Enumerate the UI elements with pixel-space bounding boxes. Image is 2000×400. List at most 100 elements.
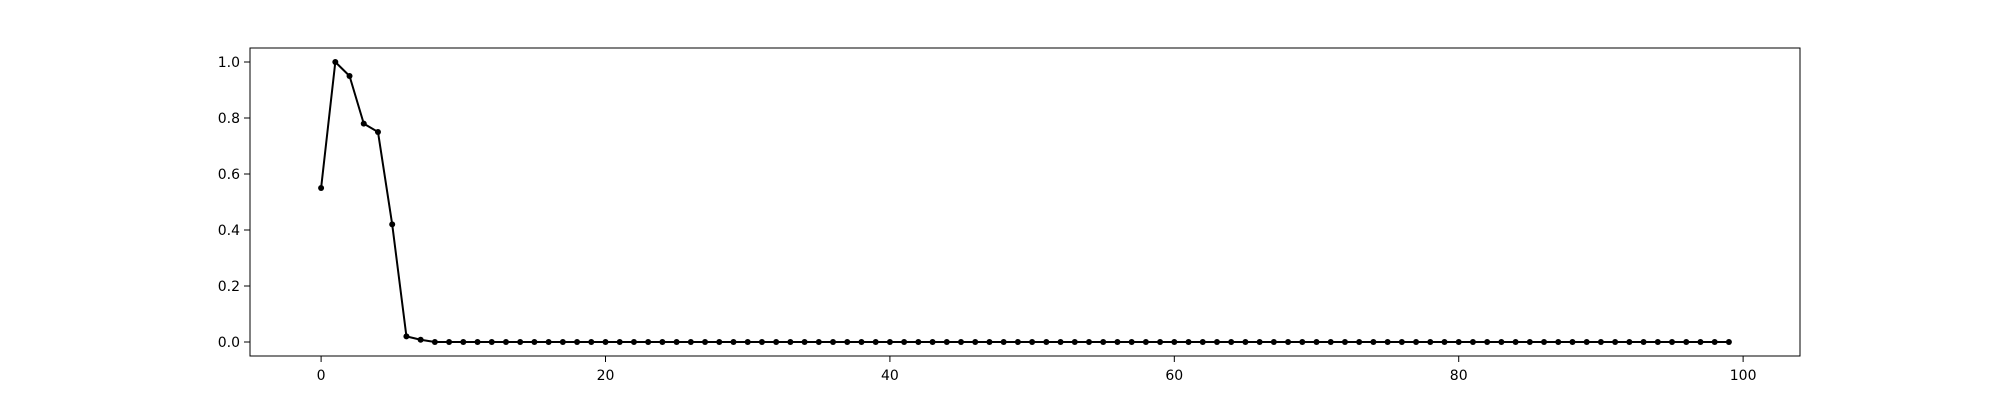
data-point xyxy=(1512,339,1519,345)
data-point xyxy=(972,339,979,345)
data-point xyxy=(1526,339,1533,345)
data-point xyxy=(446,339,453,345)
x-tick-label: 20 xyxy=(597,368,615,384)
data-point xyxy=(1683,339,1690,345)
data-point xyxy=(1654,339,1661,345)
data-point xyxy=(702,339,709,345)
data-point xyxy=(758,339,765,345)
data-point xyxy=(1498,339,1505,345)
data-point xyxy=(1370,339,1377,345)
data-point xyxy=(1213,339,1220,345)
data-point xyxy=(559,339,566,345)
data-point xyxy=(1228,339,1235,345)
data-point xyxy=(1725,339,1732,345)
data-point xyxy=(588,339,595,345)
data-point xyxy=(830,339,837,345)
data-point xyxy=(531,339,538,345)
data-point xyxy=(1043,339,1050,345)
data-point xyxy=(1327,339,1334,345)
data-point xyxy=(318,185,325,191)
data-point xyxy=(574,339,581,345)
data-point xyxy=(659,339,666,345)
data-point xyxy=(1014,339,1021,345)
data-point xyxy=(801,339,808,345)
data-point xyxy=(1071,339,1078,345)
data-point xyxy=(1171,339,1178,345)
data-point xyxy=(1299,339,1306,345)
data-point xyxy=(460,339,467,345)
data-point xyxy=(1669,339,1676,345)
data-point xyxy=(730,339,737,345)
data-point xyxy=(545,339,552,345)
y-tick-label: 0.2 xyxy=(218,279,240,295)
y-tick-label: 0.6 xyxy=(218,167,240,183)
data-point xyxy=(346,73,353,79)
data-point xyxy=(1612,339,1619,345)
data-point xyxy=(374,129,381,135)
data-point xyxy=(1484,339,1491,345)
data-point xyxy=(1413,339,1420,345)
data-point xyxy=(716,339,723,345)
data-point xyxy=(943,339,950,345)
data-point xyxy=(1640,339,1647,345)
data-point xyxy=(389,221,396,228)
y-tick-label: 0.4 xyxy=(218,223,240,239)
data-point xyxy=(360,120,367,127)
data-point xyxy=(958,339,965,345)
data-point xyxy=(1555,339,1562,345)
data-point xyxy=(1356,339,1363,345)
data-point xyxy=(929,339,936,345)
y-axis: 0.0 0.2 0.4 0.6 0.8 1.0 xyxy=(218,55,250,351)
data-point xyxy=(1427,339,1434,345)
y-tick-label: 0.0 xyxy=(218,335,240,351)
data-point xyxy=(417,336,424,343)
data-point xyxy=(488,339,495,345)
data-point xyxy=(1128,339,1135,345)
data-point xyxy=(1157,339,1164,345)
data-point xyxy=(1469,339,1476,345)
data-point xyxy=(844,339,851,345)
series-line xyxy=(320,61,1729,343)
x-tick-label: 80 xyxy=(1450,368,1468,384)
data-point xyxy=(403,333,410,340)
data-point xyxy=(1100,339,1107,345)
data-point xyxy=(630,339,637,345)
x-tick-label: 100 xyxy=(1730,368,1757,384)
data-point xyxy=(1199,339,1206,345)
y-tick-label: 1.0 xyxy=(218,55,240,71)
data-point xyxy=(1597,339,1604,345)
data-point xyxy=(602,339,609,345)
data-point xyxy=(787,339,794,345)
data-point xyxy=(1313,339,1320,345)
data-point xyxy=(872,339,879,345)
data-point xyxy=(616,339,623,345)
plot-area-frame xyxy=(249,47,1801,357)
data-point xyxy=(915,339,922,345)
data-point xyxy=(1541,339,1548,345)
data-point xyxy=(1441,339,1448,345)
data-point xyxy=(1270,339,1277,345)
data-point xyxy=(744,339,751,345)
data-point xyxy=(502,339,509,345)
series-layer xyxy=(318,59,1732,345)
data-point xyxy=(773,339,780,345)
data-point xyxy=(1626,339,1633,345)
x-tick-label: 40 xyxy=(881,368,899,384)
data-point xyxy=(1697,339,1704,345)
data-point xyxy=(1398,339,1405,345)
data-point xyxy=(1029,339,1036,345)
data-point xyxy=(673,339,680,345)
y-tick-label: 0.8 xyxy=(218,111,240,127)
data-point xyxy=(1057,339,1064,345)
data-point xyxy=(1256,339,1263,345)
data-point xyxy=(1085,339,1092,345)
data-point xyxy=(858,339,865,345)
data-point xyxy=(1384,339,1391,345)
data-point xyxy=(687,339,694,345)
data-point xyxy=(645,339,652,345)
data-point xyxy=(1455,339,1462,345)
data-point xyxy=(1569,339,1576,345)
data-point xyxy=(1341,339,1348,345)
